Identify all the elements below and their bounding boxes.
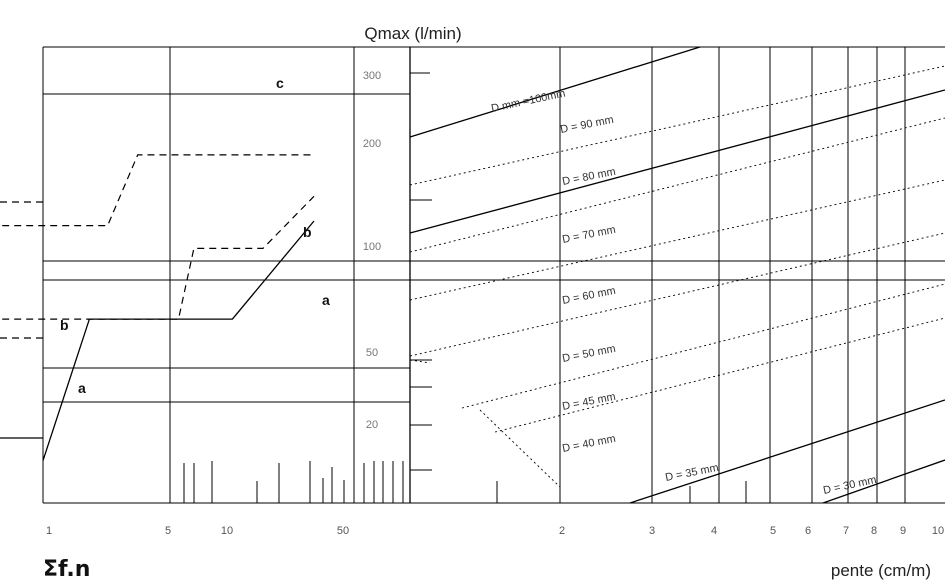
connector-line-2	[409, 359, 431, 364]
diameter-label-4: D = 45 mm	[561, 391, 616, 413]
diameter-line-9	[409, 65, 945, 186]
y-tick-2: 100	[363, 241, 381, 253]
diameter-label-10: D mm =100mm	[490, 87, 566, 114]
diameter-label-7: D = 70 mm	[561, 224, 616, 246]
right-x-tick-2: 4	[711, 525, 717, 537]
right-x-axis-title: pente (cm/m)	[831, 561, 931, 580]
curve-b	[2, 195, 315, 320]
right-x-tick-0: 2	[559, 525, 565, 537]
diameter-label-5: D = 50 mm	[561, 343, 616, 365]
y-tick-3: 50	[366, 347, 378, 359]
diameter-line-10	[409, 46, 701, 138]
right-x-tick-7: 9	[900, 525, 906, 537]
diameter-line-2	[629, 399, 945, 504]
diameter-line-4	[461, 283, 945, 409]
right-x-tick-1: 3	[649, 525, 655, 537]
curve-c	[2, 154, 314, 227]
y-tick-1: 200	[363, 138, 381, 150]
left-x-tick-1: 5	[165, 525, 171, 537]
diameter-line-8	[409, 89, 945, 234]
diameter-label-3: D = 40 mm	[561, 433, 616, 455]
chart-grid	[42, 46, 945, 504]
curve-label-b-2: b	[60, 317, 69, 333]
diameter-line-5	[409, 232, 945, 357]
connector-line-1	[479, 409, 561, 488]
curve-label-a-0: a	[78, 380, 86, 396]
curve-label-a-1: a	[322, 292, 330, 308]
right-x-tick-3: 5	[770, 525, 776, 537]
diameter-line-1	[822, 459, 945, 504]
diameter-line-6	[409, 179, 945, 301]
y-tick-0: 300	[363, 70, 381, 82]
curve-label-b-3: b	[303, 224, 312, 240]
y-tick-4: 20	[366, 419, 378, 431]
diameter-line-7	[409, 117, 945, 253]
diameter-label-9: D = 90 mm	[559, 114, 614, 136]
left-x-axis-title: Σf.n	[43, 557, 90, 582]
right-x-tick-4: 6	[805, 525, 811, 537]
right-x-tick-5: 7	[843, 525, 849, 537]
diameter-line-3	[494, 317, 945, 433]
left-x-tick-0: 1	[46, 525, 52, 537]
curve-label-c-4: c	[276, 75, 284, 91]
chart-title: Qmax (l/min)	[364, 24, 461, 43]
diameter-label-2: D = 35 mm	[664, 462, 719, 484]
chart-lines	[0, 46, 945, 504]
left-x-tick-3: 50	[337, 525, 349, 537]
left-x-tick-2: 10	[221, 525, 233, 537]
right-x-tick-6: 8	[871, 525, 877, 537]
right-x-tick-8: 10	[932, 525, 944, 537]
chart-labels: D = 30 mmD = 35 mmD = 40 mmD = 45 mmD = …	[43, 24, 944, 582]
curve-a	[42, 220, 315, 461]
diameter-label-6: D = 60 mm	[561, 285, 616, 307]
